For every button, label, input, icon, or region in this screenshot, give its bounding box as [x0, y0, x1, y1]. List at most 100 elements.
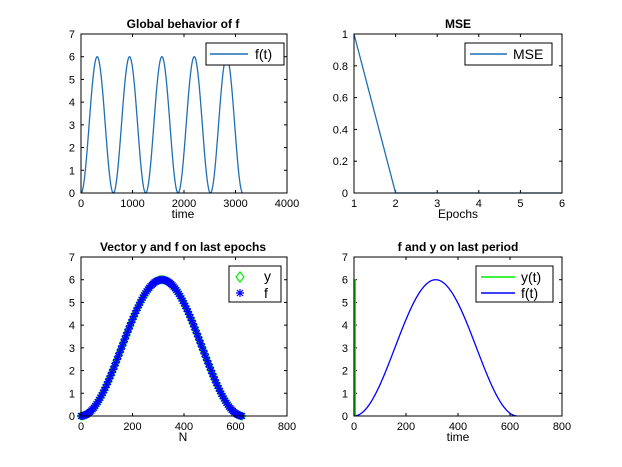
panel-3-series-f-point: [96, 393, 105, 402]
panel-3-series-f-point: [118, 341, 127, 350]
panel-2-xtick-label: 2: [393, 198, 399, 210]
panel-2-ytick-label: 0.8: [333, 61, 348, 73]
panel-3-ticks: 0 200 400 600 800 0 1 2 3 4 5 6 7: [69, 252, 296, 433]
panel-3-series-f-point: [194, 332, 203, 341]
panel-3-series-f-point: [191, 326, 200, 335]
panel-3-series-f-point: [113, 355, 122, 364]
panel-2-axes-frame: [353, 33, 563, 194]
panel-3-xtick-label: 800: [278, 421, 296, 433]
panel-3-series-f-point: [214, 384, 223, 393]
panel-4-xtick-label: 800: [553, 421, 571, 433]
panel-3-series-f-point: [110, 362, 119, 371]
panel-2-legend-box: [464, 42, 553, 66]
panel-3-series-f-point: [119, 338, 128, 347]
panel-3-series-f-point: [174, 289, 183, 298]
panel-3-series-f-point: [104, 377, 113, 386]
panel-3: Vector y and f on last epochs N 0 200 400 6…: [69, 240, 296, 444]
panel-3-series-f-point: [123, 328, 132, 337]
panel-4-ytick-label: 7: [342, 252, 348, 264]
panel-3-series-f-point: [100, 386, 109, 395]
panel-3-series-f-point: [213, 381, 222, 390]
panel-3-legend-marker-y: [235, 271, 245, 283]
panel-1-ticks: 0 1000 2000 3000 4000 0 1 2 3 4 5 6 7: [69, 29, 299, 210]
panel-1-series: [80, 56, 244, 194]
panel-3-title: Vector y and f on last epochs: [100, 240, 266, 254]
panel-1-ytick-label: 4: [69, 97, 75, 109]
panel-2-ytick-label: 0.4: [333, 124, 348, 136]
panel-3-series-f-point: [101, 383, 110, 392]
panel-3-xtick-label: 0: [78, 421, 84, 433]
panel-4-series-ft-line: [353, 279, 517, 417]
panel-1-title: Global behavior of f: [127, 17, 241, 31]
panel-3-series-f-point: [132, 306, 141, 315]
panel-3-series-f-point: [218, 392, 227, 401]
panel-3-series-f-point: [109, 365, 118, 374]
panel-4-axes-frame: [353, 256, 563, 417]
panel-3-series-f-point: [181, 301, 190, 310]
panel-4-xtick-label: 0: [351, 421, 357, 433]
panel-3-series-f-point: [107, 368, 116, 377]
panel-3-series-f-point: [208, 369, 217, 378]
panel-1-ytick-label: 3: [69, 120, 75, 132]
panel-1: Global behavior of f time 0 1000 2000 3000 4…: [69, 17, 299, 221]
panel-2-ytick-label: 1: [342, 29, 348, 41]
panel-3-series-f-point: [185, 310, 194, 319]
panel-3-series-f-point: [205, 363, 214, 372]
panel-3-series-f-point: [120, 335, 129, 344]
panel-3-series: [76, 274, 247, 421]
panel-1-xtick-label: 1000: [120, 198, 144, 210]
panel-3-series-f-point: [131, 309, 140, 318]
panel-4-ytick-label: 4: [342, 320, 348, 332]
panel-3-series-f-point: [178, 296, 187, 305]
panel-3-series-f-point: [125, 321, 134, 330]
panel-3-series-f-point: [114, 352, 123, 361]
panel-2-xlabel: Epochs: [438, 207, 478, 221]
panel-3-series-f-point: [111, 358, 120, 367]
panel-2-xtick-label: 6: [559, 198, 565, 210]
panel-3-legend-label-f: f: [264, 285, 268, 301]
panel-3-series-f-point: [136, 298, 145, 307]
panel-4-xtick-label: 400: [449, 421, 467, 433]
panel-3-legend-label-y: y: [264, 268, 271, 284]
panel-3-xlabel: N: [179, 430, 188, 444]
panel-3-series-f-point: [129, 312, 138, 321]
panel-3-series-f-point: [124, 325, 133, 334]
panel-3-ytick-label: 1: [69, 388, 75, 400]
panel-3-series-f-point: [133, 303, 142, 312]
panel-1-xtick-label: 3000: [223, 198, 247, 210]
panel-4-ytick-label: 1: [342, 388, 348, 400]
panel-3-series-f-point: [128, 315, 137, 324]
panel-3-series-f-point: [204, 359, 213, 368]
panel-3-xtick-label: 200: [123, 421, 141, 433]
panel-3-series-f-point: [216, 387, 225, 396]
panel-3-series-f-point: [116, 345, 125, 354]
panel-3-series-f-point: [207, 366, 216, 375]
panel-3-series-f-point: [187, 316, 196, 325]
panel-4-ytick-label: 5: [342, 297, 348, 309]
panel-2-xtick-label: 5: [517, 198, 523, 210]
panel-4-xlabel: time: [447, 430, 470, 444]
panel-3-ytick-label: 6: [69, 275, 75, 287]
panel-1-xtick-label: 2000: [172, 198, 196, 210]
panel-3-xtick-label: 400: [175, 421, 193, 433]
panel-3-series-f-point: [186, 313, 195, 322]
panel-3-series-f-point: [137, 295, 146, 304]
panel-1-legend-label-f: f(t): [255, 46, 272, 62]
panel-3-series-f-point: [199, 346, 208, 355]
panel-1-ytick-label: 2: [69, 143, 75, 155]
panel-3-ytick-label: 3: [69, 343, 75, 355]
panel-3-series-f-point: [198, 343, 207, 352]
panel-4-legend-label-y: y(t): [521, 269, 541, 285]
panel-4-legend: y(t) f(t): [475, 265, 554, 303]
panel-1-ytick-label: 6: [69, 52, 75, 64]
panel-4-xtick-label: 600: [501, 421, 519, 433]
panel-3-series-f-point: [192, 329, 201, 338]
panel-1-ytick-label: 7: [69, 29, 75, 41]
panel-2-xtick-label: 4: [476, 198, 482, 210]
panel-2-title: MSE: [445, 17, 471, 31]
panel-2-xtick-label: 3: [434, 198, 440, 210]
panel-3-legend-marker-f: [236, 289, 244, 297]
panel-3-series-f-point: [122, 331, 131, 340]
panel-3-series-f-point: [190, 322, 199, 331]
